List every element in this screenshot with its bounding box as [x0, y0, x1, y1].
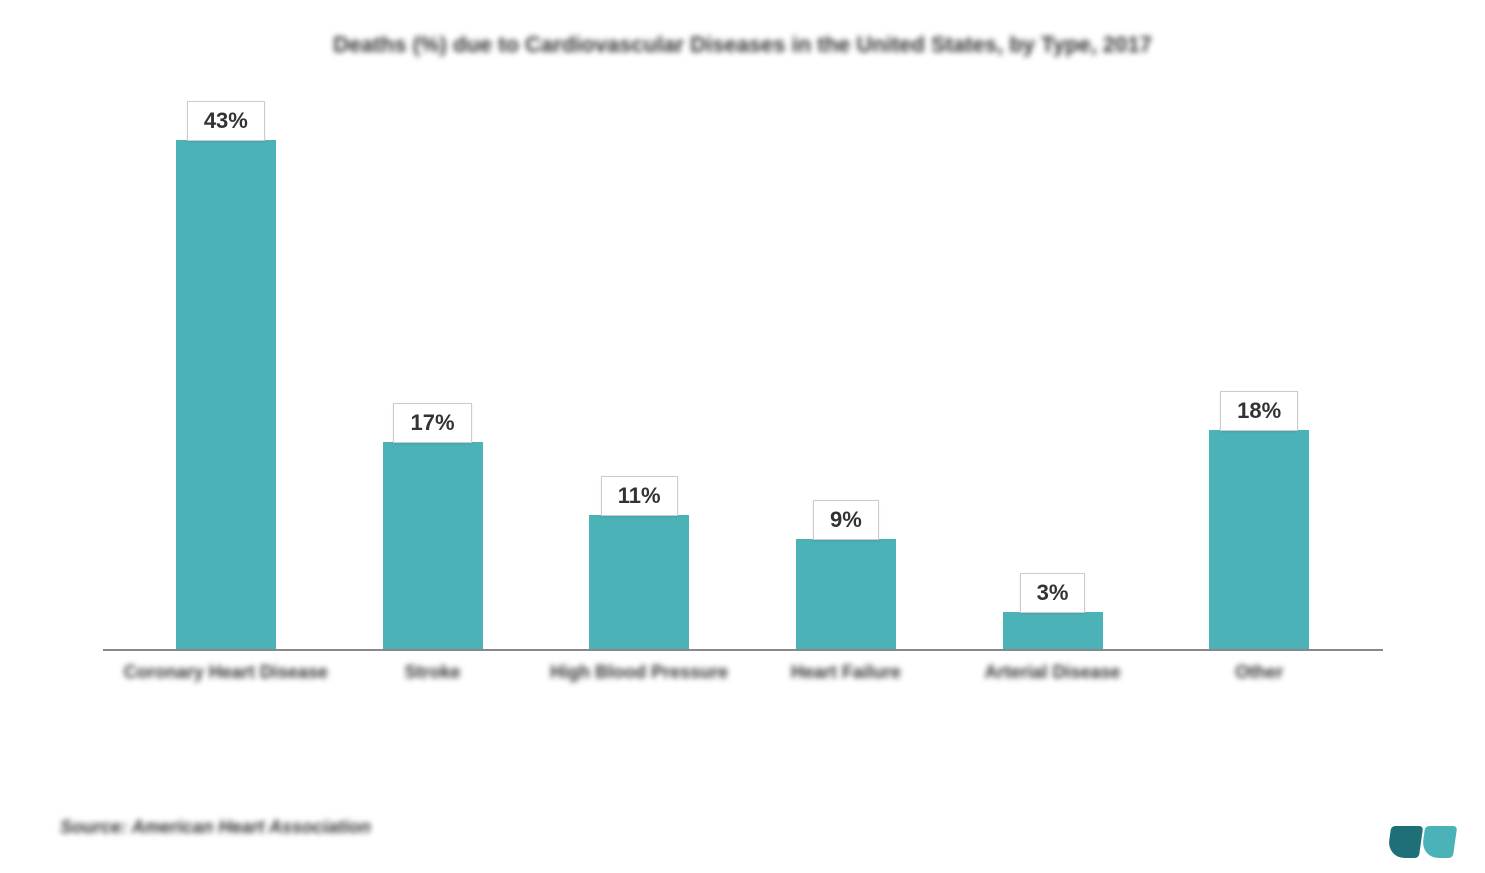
x-label-2: High Blood Pressure [536, 651, 743, 721]
bar-group-1: 17% [329, 101, 536, 649]
chart-title: Deaths (%) due to Cardiovascular Disease… [293, 30, 1193, 61]
plot-area: 43% 17% 11% 9% 3% 18% [103, 101, 1383, 651]
bar-value-label: 11% [601, 476, 678, 516]
x-label-4: Arterial Disease [949, 651, 1156, 721]
x-label-0: Coronary Heart Disease [123, 651, 330, 721]
source-text: Source: American Heart Association [60, 817, 371, 838]
bar-group-2: 11% [536, 101, 743, 649]
chart-area: 43% 17% 11% 9% 3% 18% [63, 81, 1423, 721]
bar-3 [796, 539, 896, 649]
bar-5 [1209, 430, 1309, 649]
watermark-shape-2 [1421, 826, 1457, 858]
bar-group-0: 43% [123, 101, 330, 649]
watermark-shape-1 [1387, 826, 1423, 858]
bar-value-label: 3% [1020, 573, 1086, 613]
bar-value-label: 18% [1220, 391, 1298, 431]
bar-group-3: 9% [743, 101, 950, 649]
watermark-logo [1389, 826, 1455, 858]
bar-2 [589, 515, 689, 649]
bar-group-4: 3% [949, 101, 1156, 649]
bars-container: 43% 17% 11% 9% 3% 18% [103, 101, 1383, 649]
bar-0 [176, 140, 276, 649]
x-label-5: Other [1156, 651, 1363, 721]
x-label-1: Stroke [329, 651, 536, 721]
bar-value-label: 9% [813, 500, 879, 540]
bar-group-5: 18% [1156, 101, 1363, 649]
x-label-3: Heart Failure [743, 651, 950, 721]
bar-4 [1003, 612, 1103, 649]
bar-1 [383, 442, 483, 649]
bar-value-label: 43% [187, 101, 265, 141]
x-axis-labels: Coronary Heart Disease Stroke High Blood… [103, 651, 1383, 721]
bar-value-label: 17% [393, 403, 471, 443]
